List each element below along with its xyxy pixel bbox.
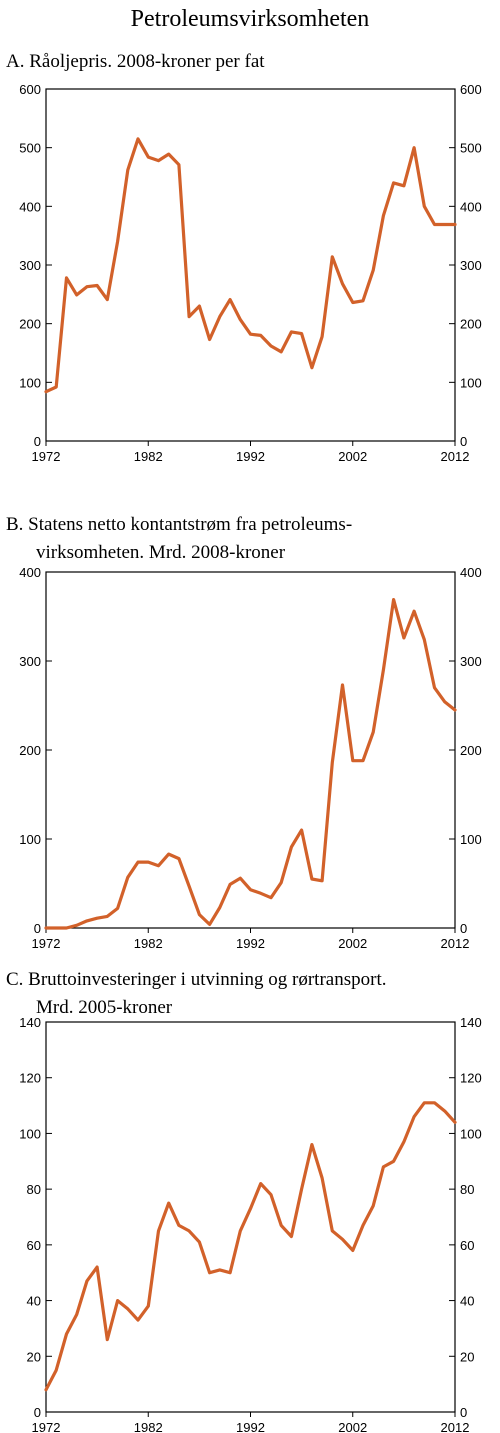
- panel-c-xtick-label-0: 1972: [32, 1420, 61, 1433]
- panel-c-ytick-label-left-4: 80: [27, 1182, 41, 1197]
- panel-b-ytick-label-right-3: 300: [460, 654, 482, 669]
- panel-b-series-line: [44, 597, 457, 930]
- panel-c-xtick-label-2: 1992: [236, 1420, 265, 1433]
- panel-a-xtick-label-4: 2012: [441, 449, 470, 464]
- panel-b-ytick-label-right-1: 100: [460, 832, 482, 847]
- panel-b-ytick-label-left-2: 200: [19, 743, 41, 758]
- panel-c-ytick-label-left-0: 0: [34, 1405, 41, 1420]
- panel-c-ytick-label-right-7: 140: [460, 1015, 482, 1030]
- panel-b-xtick-label-1: 1982: [134, 936, 163, 951]
- panel-c-ytick-label-left-6: 120: [19, 1071, 41, 1086]
- panel-a-ytick-label-right-0: 0: [460, 434, 467, 449]
- panel-a-ytick-label-left-3: 300: [19, 258, 41, 273]
- panel-b-ytick-label-left-0: 0: [34, 921, 41, 936]
- panel-b-xtick-label-4: 2012: [441, 936, 470, 951]
- panel-c-ytick-label-right-1: 20: [460, 1349, 474, 1364]
- panel-a-ytick-label-right-2: 200: [460, 317, 482, 332]
- panel-a-ytick-label-left-1: 100: [19, 375, 41, 390]
- panel-a-ytick-label-right-1: 100: [460, 375, 482, 390]
- panel-a-title-line-1: A. Råoljepris. 2008-kroner per fat: [6, 51, 265, 72]
- panel-c-xtick-label-3: 2002: [338, 1420, 367, 1433]
- panel-a-xtick-label-3: 2002: [338, 449, 367, 464]
- panel-b-title-line-2: virksomheten. Mrd. 2008-kroner: [36, 542, 286, 563]
- panel-c-ytick-label-left-3: 60: [27, 1238, 41, 1253]
- panel-c-ytick-label-right-3: 60: [460, 1238, 474, 1253]
- panel-b: B. Statens netto kontantstrøm fra petrol…: [6, 514, 482, 951]
- page-title: Petroleumsvirksomheten: [131, 6, 370, 32]
- panel-a-xtick-label-2: 1992: [236, 449, 265, 464]
- panel-c-ytick-label-left-7: 140: [19, 1015, 41, 1030]
- panel-c-ytick-label-right-0: 0: [460, 1405, 467, 1420]
- panel-a-ytick-label-left-6: 600: [19, 82, 41, 97]
- panel-b-xtick-label-3: 2002: [338, 936, 367, 951]
- panel-a-ytick-label-left-0: 0: [34, 434, 41, 449]
- panel-c-title-line-1: C. Bruttoinvesteringer i utvinning og rø…: [6, 969, 386, 990]
- panel-c-title-line-2: Mrd. 2005-kroner: [36, 997, 173, 1018]
- panel-b-ytick-label-right-0: 0: [460, 921, 467, 936]
- panel-b-plot-frame: [45, 571, 456, 929]
- panel-a-series-line: [44, 137, 457, 394]
- panel-c-ytick-label-left-1: 20: [27, 1349, 41, 1364]
- panel-b-ytick-label-left-1: 100: [19, 832, 41, 847]
- panel-b-xtick-label-0: 1972: [32, 936, 61, 951]
- panel-b-ytick-label-right-2: 200: [460, 743, 482, 758]
- panel-c-ytick-label-right-2: 40: [460, 1294, 474, 1309]
- panel-b-ytick-label-left-4: 400: [19, 565, 41, 580]
- panel-c-ytick-label-left-2: 40: [27, 1294, 41, 1309]
- panel-b-title-line-1: B. Statens netto kontantstrøm fra petrol…: [6, 514, 352, 535]
- panel-a-ytick-label-left-4: 400: [19, 199, 41, 214]
- panel-b-ytick-label-right-4: 400: [460, 565, 482, 580]
- panel-c-xtick-label-1: 1982: [134, 1420, 163, 1433]
- panel-a-ytick-label-right-6: 600: [460, 82, 482, 97]
- panel-a-ytick-label-right-5: 500: [460, 141, 482, 156]
- panel-a-plot-frame: [45, 88, 456, 442]
- panel-c-ytick-label-right-5: 100: [460, 1126, 482, 1141]
- panel-c-ytick-label-right-6: 120: [460, 1071, 482, 1086]
- panel-c-ytick-label-right-4: 80: [460, 1182, 474, 1197]
- panel-b-ytick-label-left-3: 300: [19, 654, 41, 669]
- panel-a-xtick-label-1: 1982: [134, 449, 163, 464]
- panel-c-xtick-label-4: 2012: [441, 1420, 470, 1433]
- panel-c-ytick-label-left-5: 100: [19, 1126, 41, 1141]
- panel-a-ytick-label-left-2: 200: [19, 317, 41, 332]
- panel-c-series-line: [44, 1101, 457, 1392]
- panel-c: C. Bruttoinvesteringer i utvinning og rø…: [6, 969, 482, 1433]
- panel-b-xtick-label-2: 1992: [236, 936, 265, 951]
- panel-a: A. Råoljepris. 2008-kroner per fat 0 0 100…: [6, 51, 482, 464]
- panel-a-ytick-label-right-3: 300: [460, 258, 482, 273]
- panel-c-plot-frame: [45, 1021, 456, 1413]
- panel-a-ytick-label-left-5: 500: [19, 141, 41, 156]
- panel-a-xtick-label-0: 1972: [32, 449, 61, 464]
- panel-a-ytick-label-right-4: 400: [460, 199, 482, 214]
